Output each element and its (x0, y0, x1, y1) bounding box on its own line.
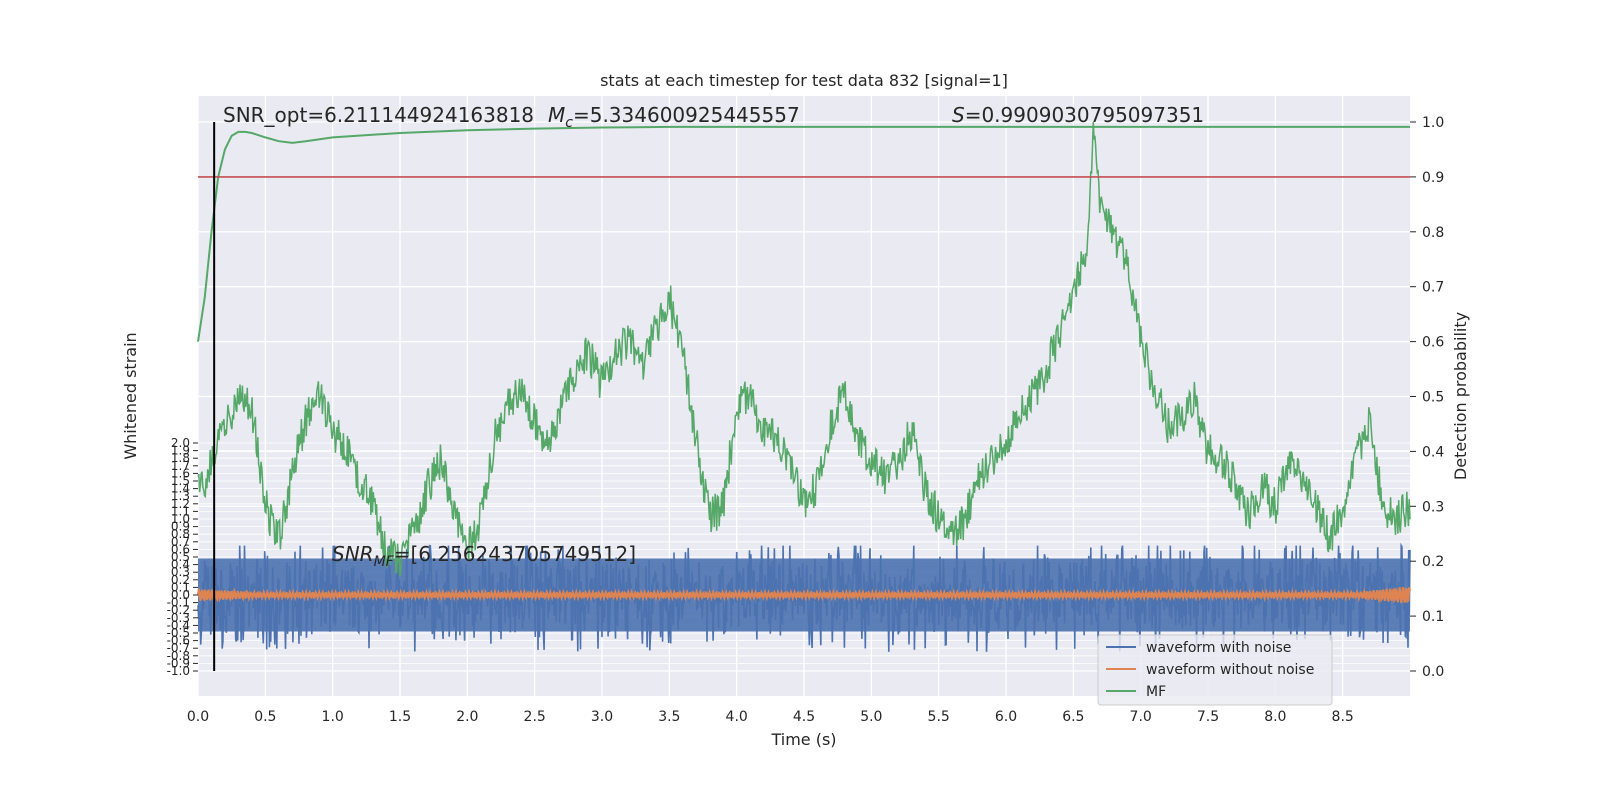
left-tick-label: 0.7 (171, 535, 190, 549)
left-tick-label: 1.5 (171, 474, 190, 488)
right-tick-label: 0.4 (1422, 444, 1444, 460)
x-tick-label: 5.5 (928, 709, 950, 725)
x-tick-label: 5.0 (860, 709, 882, 725)
x-tick-label: 8.5 (1332, 709, 1354, 725)
x-tick-label: 8.0 (1264, 709, 1286, 725)
left-tick-label: 1.2 (171, 497, 190, 511)
annotation-snr-mf-value: =[6.256243705749512] (394, 542, 636, 566)
left-tick-label: -0.3 (167, 611, 190, 625)
left-tick-label: 2.0 (171, 436, 190, 450)
right-tick-label: 0.7 (1422, 280, 1444, 296)
line-waveform-without-noise (196, 586, 1412, 604)
x-tick-label: 7.0 (1130, 709, 1152, 725)
left-tick-label: 0.3 (171, 565, 190, 579)
x-tick-label: 0.5 (254, 709, 276, 725)
legend-box (1097, 634, 1333, 706)
left-tick-label: 0.2 (171, 573, 190, 587)
right-axis-ticks: 0.0 0.1 0.2 0.3 0.4 0.5 0.6 0.7 0.8 0.9 1.0 (1410, 115, 1444, 680)
left-tick-label: 1.8 (171, 451, 190, 465)
left-tick-label: -0.5 (167, 626, 190, 640)
right-tick-label: 0.5 (1422, 390, 1444, 406)
left-tick-label: -0.7 (167, 641, 190, 655)
line-mf-noisy (197, 121, 1411, 577)
x-tick-label: 6.5 (1062, 709, 1084, 725)
x-axis-label: Time (s) (770, 730, 836, 749)
x-tick-label: 0.0 (187, 709, 209, 725)
left-tick-label: -0.4 (167, 618, 190, 632)
right-tick-label: 0.2 (1422, 554, 1444, 570)
annotation-s: S=0.9909030795097351 (952, 103, 1204, 127)
annotation-snr-opt: SNR_opt=6.211144924163818 (223, 103, 534, 127)
legend-label-mf: MF (1146, 684, 1166, 700)
left-y-axis-label: Whitened strain (121, 332, 140, 459)
left-tick-label: 1.1 (171, 504, 190, 518)
x-tick-label: 1.0 (322, 709, 344, 725)
left-tick-label: -0.9 (167, 656, 190, 670)
left-tick-label: -0.1 (167, 596, 190, 610)
annotation-mc: Mc=5.334600925445557 (548, 103, 800, 131)
left-tick-label: 1.3 (171, 489, 190, 503)
right-tick-label: 0.8 (1422, 225, 1444, 241)
x-axis-ticks: 0.0 0.5 1.0 1.5 2.0 2.5 3.0 3.5 4.0 4.5 5.0 5.5 6.0 6… (187, 709, 1354, 725)
left-tick-label: -1.0 (167, 664, 190, 678)
left-tick-label: 1.0 (171, 512, 190, 526)
left-tick-label: 1.6 (171, 466, 190, 480)
right-tick-label: 0.9 (1422, 170, 1444, 186)
annotation-mc-value: =5.334600925445557 (573, 103, 800, 127)
left-tick-label: 0.5 (171, 550, 190, 564)
series-waveform-without-noise (196, 586, 1412, 604)
right-tick-label: 0.3 (1422, 499, 1444, 515)
left-tick-label: 1.7 (171, 459, 190, 473)
left-tick-label: 1.9 (171, 444, 190, 458)
left-tick-label: -0.6 (167, 634, 190, 648)
left-tick-label: 0.1 (171, 580, 190, 594)
left-tick-label: 0.4 (171, 558, 190, 572)
x-tick-label: 2.5 (524, 709, 546, 725)
left-axis-ticks: -1.0-0.9-0.8-0.7-0.6-0.5-0.4-0.3-0.2-0.1… (167, 436, 198, 678)
x-tick-label: 2.0 (456, 709, 478, 725)
left-tick-label: 0.6 (171, 542, 190, 556)
left-tick-label: 0.8 (171, 527, 190, 541)
left-tick-label: 1.4 (171, 482, 190, 496)
right-tick-label: 1.0 (1422, 115, 1444, 131)
x-tick-label: 4.5 (793, 709, 815, 725)
annotation-s-value: =0.9909030795097351 (965, 103, 1204, 127)
right-tick-label: 0.1 (1422, 609, 1444, 625)
right-y-axis-label: Detection probability (1451, 312, 1470, 480)
left-tick-label: 0.9 (171, 520, 190, 534)
chart-title: stats at each timestep for test data 832… (600, 71, 1008, 90)
right-tick-label: 0.0 (1422, 664, 1444, 680)
left-tick-label: 0.0 (171, 588, 190, 602)
x-tick-label: 3.5 (658, 709, 680, 725)
left-tick-label: -0.8 (167, 649, 190, 663)
left-tick-label: -0.2 (167, 603, 190, 617)
x-tick-label: 3.0 (591, 709, 613, 725)
series-mf (197, 121, 1411, 577)
x-tick-label: 7.5 (1197, 709, 1219, 725)
legend-label-waveform-with-noise: waveform with noise (1146, 640, 1291, 656)
x-tick-label: 4.0 (726, 709, 748, 725)
reference-lines (198, 122, 1410, 671)
x-tick-label: 1.5 (389, 709, 411, 725)
annotation-snr-mf: SNRMF=[6.256243705749512] (332, 542, 636, 570)
legend: waveform with noise waveform without noi… (1097, 634, 1333, 706)
right-tick-label: 0.6 (1422, 335, 1444, 351)
legend-label-waveform-without-noise: waveform without noise (1146, 662, 1314, 678)
line-mf-smooth (197, 125, 1410, 342)
x-tick-label: 6.0 (995, 709, 1017, 725)
